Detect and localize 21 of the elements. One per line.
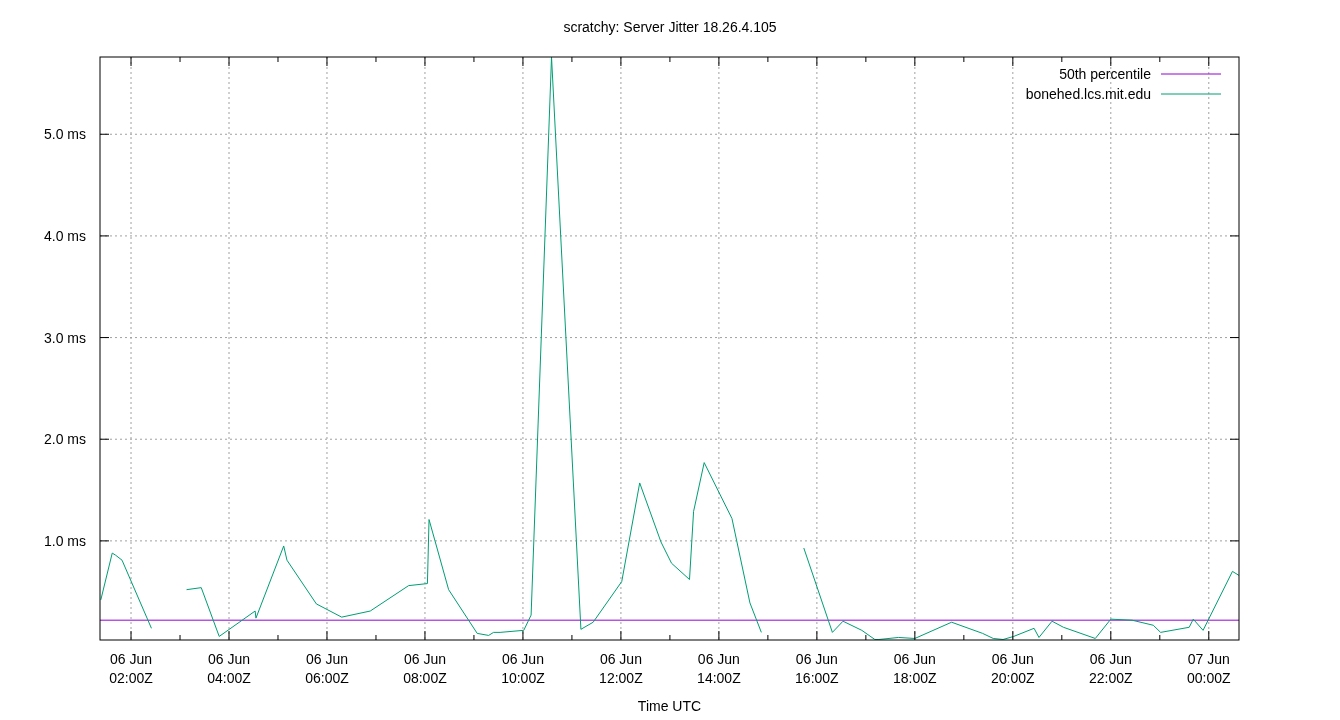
x-tick-label: 06 Jun 10:00Z bbox=[501, 651, 546, 686]
y-tick-label: 1.0 ms bbox=[43, 532, 86, 549]
x-tick-label: 06 Jun 22:00Z bbox=[1089, 651, 1134, 686]
x-tick-label: 06 Jun 04:00Z bbox=[207, 651, 252, 686]
y-tick-label: 5.0 ms bbox=[43, 126, 86, 143]
y-tick-label: 3.0 ms bbox=[43, 329, 86, 346]
x-tick-label: 06 Jun 14:00Z bbox=[697, 651, 742, 686]
x-tick-label: 06 Jun 12:00Z bbox=[599, 651, 644, 686]
x-tick-label: 07 Jun 00:00Z bbox=[1186, 651, 1232, 686]
legend-label: bonehed.lcs.mit.edu bbox=[1025, 86, 1151, 102]
x-tick-label: 06 Jun 02:00Z bbox=[109, 651, 154, 686]
x-tick-label: 06 Jun 08:00Z bbox=[403, 651, 448, 686]
legend-label: 50th percentile bbox=[1059, 66, 1152, 82]
x-tick-label: 06 Jun 06:00Z bbox=[305, 651, 350, 686]
y-tick-label: 4.0 ms bbox=[43, 227, 86, 244]
x-tick-label: 06 Jun 16:00Z bbox=[795, 651, 840, 686]
chart-title: scratchy: Server Jitter 18.26.4.105 bbox=[563, 19, 777, 35]
x-tick-label: 06 Jun 20:00Z bbox=[991, 651, 1036, 686]
x-axis-title: Time UTC bbox=[637, 698, 702, 714]
x-tick-label: 06 Jun 18:00Z bbox=[893, 651, 938, 686]
y-tick-label: 2.0 ms bbox=[43, 431, 86, 448]
